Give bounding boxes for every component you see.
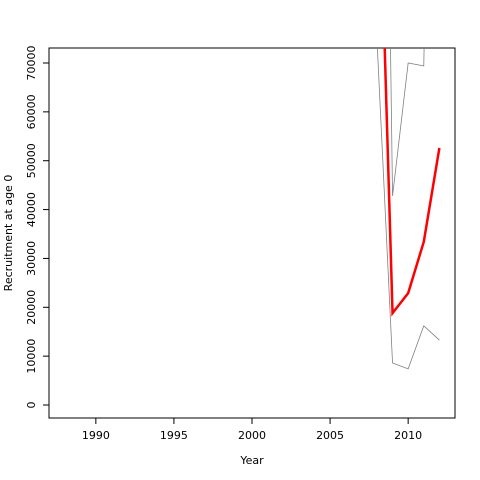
x-tick-label: 1995 [160,429,188,442]
x-axis-label: Year [239,454,264,467]
y-tick-label: 50000 [25,143,38,178]
x-tick-label: 2010 [394,429,422,442]
plot-frame [48,47,456,419]
y-tick-label: 70000 [25,45,38,80]
y-tick-label: 60000 [25,94,38,129]
estimate-line [383,48,441,317]
y-tick-label: 0 [25,402,38,409]
bound-line [390,48,425,196]
y-axis-label: Recruitment at age 0 [2,175,15,292]
plot-area [376,48,441,370]
y-tick-label: 10000 [25,339,38,374]
bound-line [376,48,440,370]
x-tick-label: 1990 [82,429,110,442]
y-tick-label: 40000 [25,192,38,227]
x-tick-label: 2005 [316,429,344,442]
y-tick-label: 20000 [25,290,38,325]
x-tick-label: 2000 [238,429,266,442]
y-tick-label: 30000 [25,241,38,276]
